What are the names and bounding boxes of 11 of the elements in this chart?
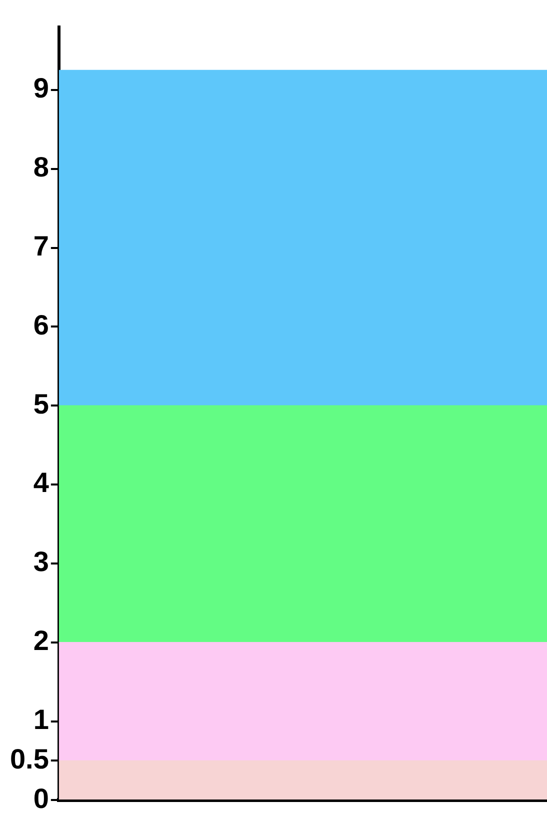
y-tick-label: 7 (33, 230, 49, 262)
y-tick-label: 2 (33, 625, 49, 656)
y-tick-label: 5 (33, 388, 49, 420)
y-tick-label: 3 (33, 546, 49, 578)
y-tick-label: 9 (33, 72, 49, 104)
y-tick-label: 0 (33, 782, 49, 814)
y-tick-label: 1 (33, 704, 49, 735)
y-tick-label: 4 (33, 467, 50, 498)
y-tick-label: 0.5 (10, 743, 49, 774)
y-tick-label: 8 (33, 152, 49, 183)
y-tick-label: 6 (33, 309, 49, 340)
